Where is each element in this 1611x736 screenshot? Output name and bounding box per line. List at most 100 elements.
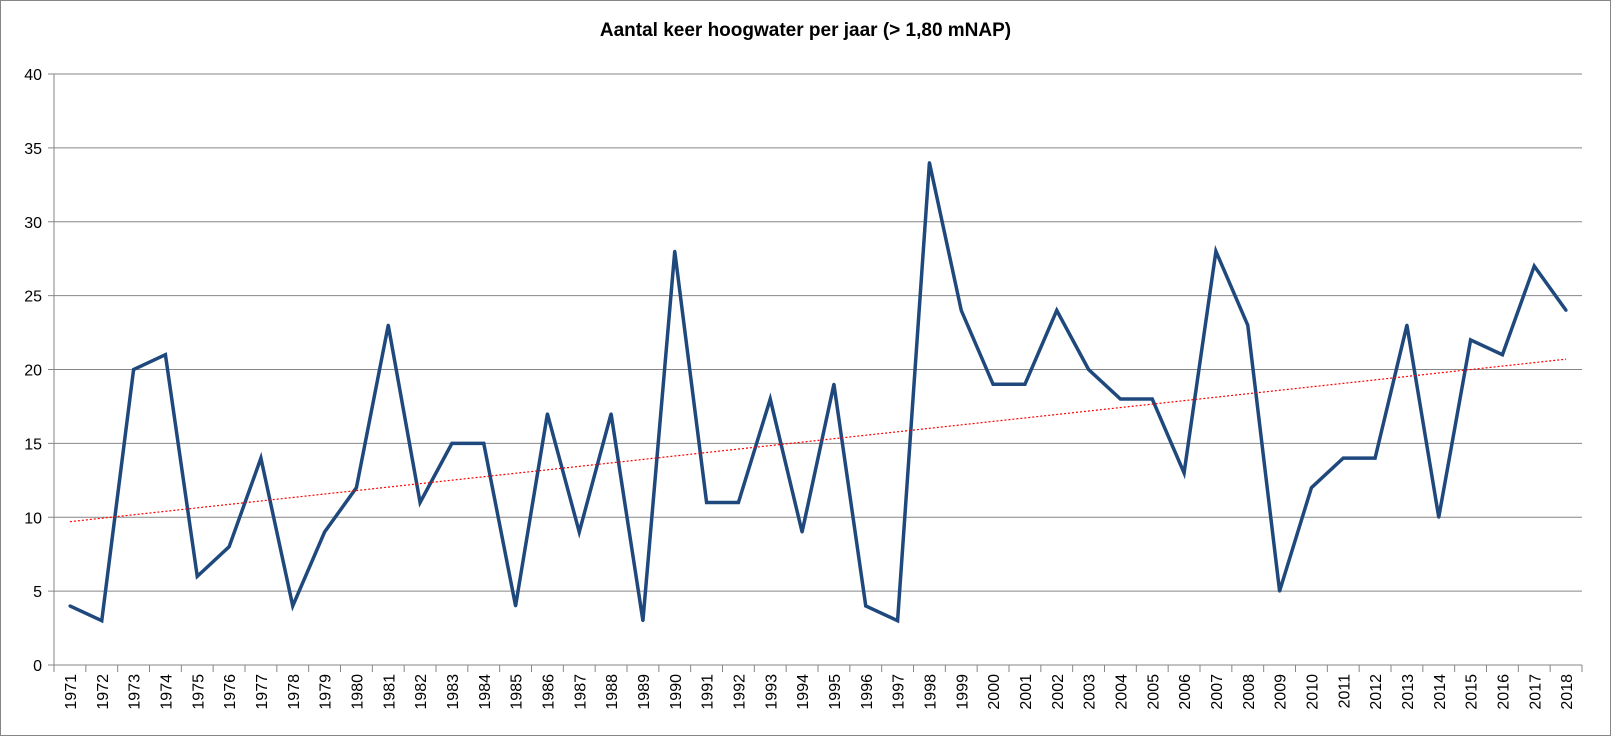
x-tick-label: 1973 [127,674,144,710]
series-line-hoogwater [69,162,1568,624]
data-point [1469,338,1473,342]
data-point [1373,456,1377,460]
data-point [1023,382,1027,386]
x-tick-label: 1976 [222,674,239,710]
x-tick-label: 1978 [286,674,303,710]
y-tick-label: 5 [33,584,42,601]
data-point [1246,323,1250,327]
x-tick-label: 2002 [1050,674,1067,710]
data-point [1309,486,1313,490]
gridlines [54,73,1582,592]
x-tick-label: 2017 [1527,674,1544,710]
data-point [1437,515,1441,519]
data-point [1150,397,1154,401]
data-point [1405,323,1409,327]
data-point [1532,264,1536,268]
data-point [291,604,295,608]
data-point [259,456,263,460]
x-tick-label: 2006 [1177,674,1194,710]
y-tick-labels: 0 5 10 15 20 25 30 35 40 [24,67,42,675]
axes [48,73,1583,672]
x-tick-label: 1995 [827,674,844,710]
x-tick-label: 2001 [1018,674,1035,710]
data-point [959,308,963,312]
x-tick-label: 2008 [1241,674,1258,710]
data-point [545,412,549,416]
x-tick-label: 1993 [763,674,780,710]
y-tick-label: 20 [24,363,42,380]
x-tick-label: 1983 [445,674,462,710]
data-point [1564,308,1568,312]
data-point [1087,368,1091,371]
x-tick-label: 2007 [1209,674,1226,710]
x-tick-label: 2011 [1336,674,1353,709]
data-point [1118,397,1122,401]
data-point [227,545,231,549]
x-tick-label: 1980 [349,674,366,710]
x-tick-label: 1991 [700,674,717,710]
data-point [132,368,136,371]
data-point [514,604,518,608]
data-point [577,530,581,534]
x-tick-label: 1987 [572,674,589,710]
data-point [100,619,104,623]
data-point [163,353,167,357]
data-point [609,412,613,416]
data-point [832,382,836,386]
data-point [482,441,486,445]
data-point [1214,249,1218,253]
x-tick-label: 1972 [95,674,112,710]
data-point [673,249,677,253]
x-tick-label: 1981 [381,674,398,710]
y-tick-label: 25 [24,289,42,306]
x-tick-label: 2016 [1495,674,1512,710]
x-tick-label: 1971 [63,674,80,710]
x-tick-label: 2004 [1113,674,1130,710]
x-tick-label: 1996 [859,674,876,710]
x-tick-label: 1974 [158,674,175,710]
x-tick-label: 1984 [477,674,494,710]
x-tick-label: 1986 [540,674,557,710]
x-tick-label: 1998 [922,674,939,710]
x-tick-label: 1990 [668,674,685,710]
y-tick-label: 30 [24,215,42,232]
series [68,161,1568,624]
trendline [69,358,1567,523]
data-point [896,619,900,623]
x-tick-label: 1997 [891,674,908,710]
x-tick-label: 1979 [318,674,335,710]
x-tick-label: 2015 [1464,674,1481,710]
data-point [768,397,772,401]
x-tick-label: 2003 [1082,674,1099,710]
x-tick-label: 2012 [1368,674,1385,710]
data-point [1278,589,1282,593]
data-point [927,161,931,165]
data-point [418,500,422,504]
x-tick-label: 1975 [190,674,207,710]
x-tick-label: 1977 [254,674,271,710]
y-tick-label: 40 [24,67,42,84]
x-tick-label: 1989 [636,674,653,710]
y-tick-label: 35 [24,141,42,158]
y-tick-label: 15 [24,436,42,453]
data-point [195,574,199,578]
x-tick-label: 1988 [604,674,621,710]
x-tick-label: 1982 [413,674,430,710]
x-tick-label: 2014 [1432,674,1449,710]
data-point [641,619,645,623]
data-point [1182,471,1186,475]
y-tick-label: 0 [33,658,42,675]
data-point [354,486,358,490]
data-point [323,530,327,534]
data-point [705,500,709,504]
data-point [800,530,804,534]
x-tick-labels: 1971 1972 1973 1974 1975 1976 1977 1978 1979 1980… [63,674,1576,710]
data-point [864,604,868,608]
x-tick-label: 2005 [1145,674,1162,710]
data-point [1500,353,1504,357]
y-tick-label: 10 [24,510,42,527]
x-tick-label: 1985 [509,674,526,710]
data-point [68,604,72,608]
